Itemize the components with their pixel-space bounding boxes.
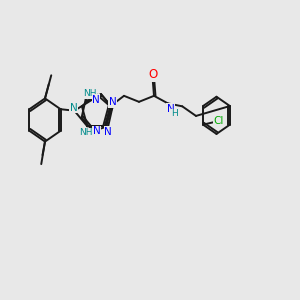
Text: NH: NH (83, 89, 97, 98)
Text: H: H (171, 109, 178, 118)
Text: N: N (92, 95, 100, 105)
Text: N: N (167, 104, 175, 114)
Text: NH: NH (79, 128, 93, 137)
Text: N: N (93, 126, 101, 136)
Text: Cl: Cl (213, 116, 224, 126)
Text: N: N (104, 127, 112, 136)
Text: N: N (109, 97, 117, 107)
Text: O: O (148, 68, 158, 81)
Text: N: N (70, 103, 77, 112)
